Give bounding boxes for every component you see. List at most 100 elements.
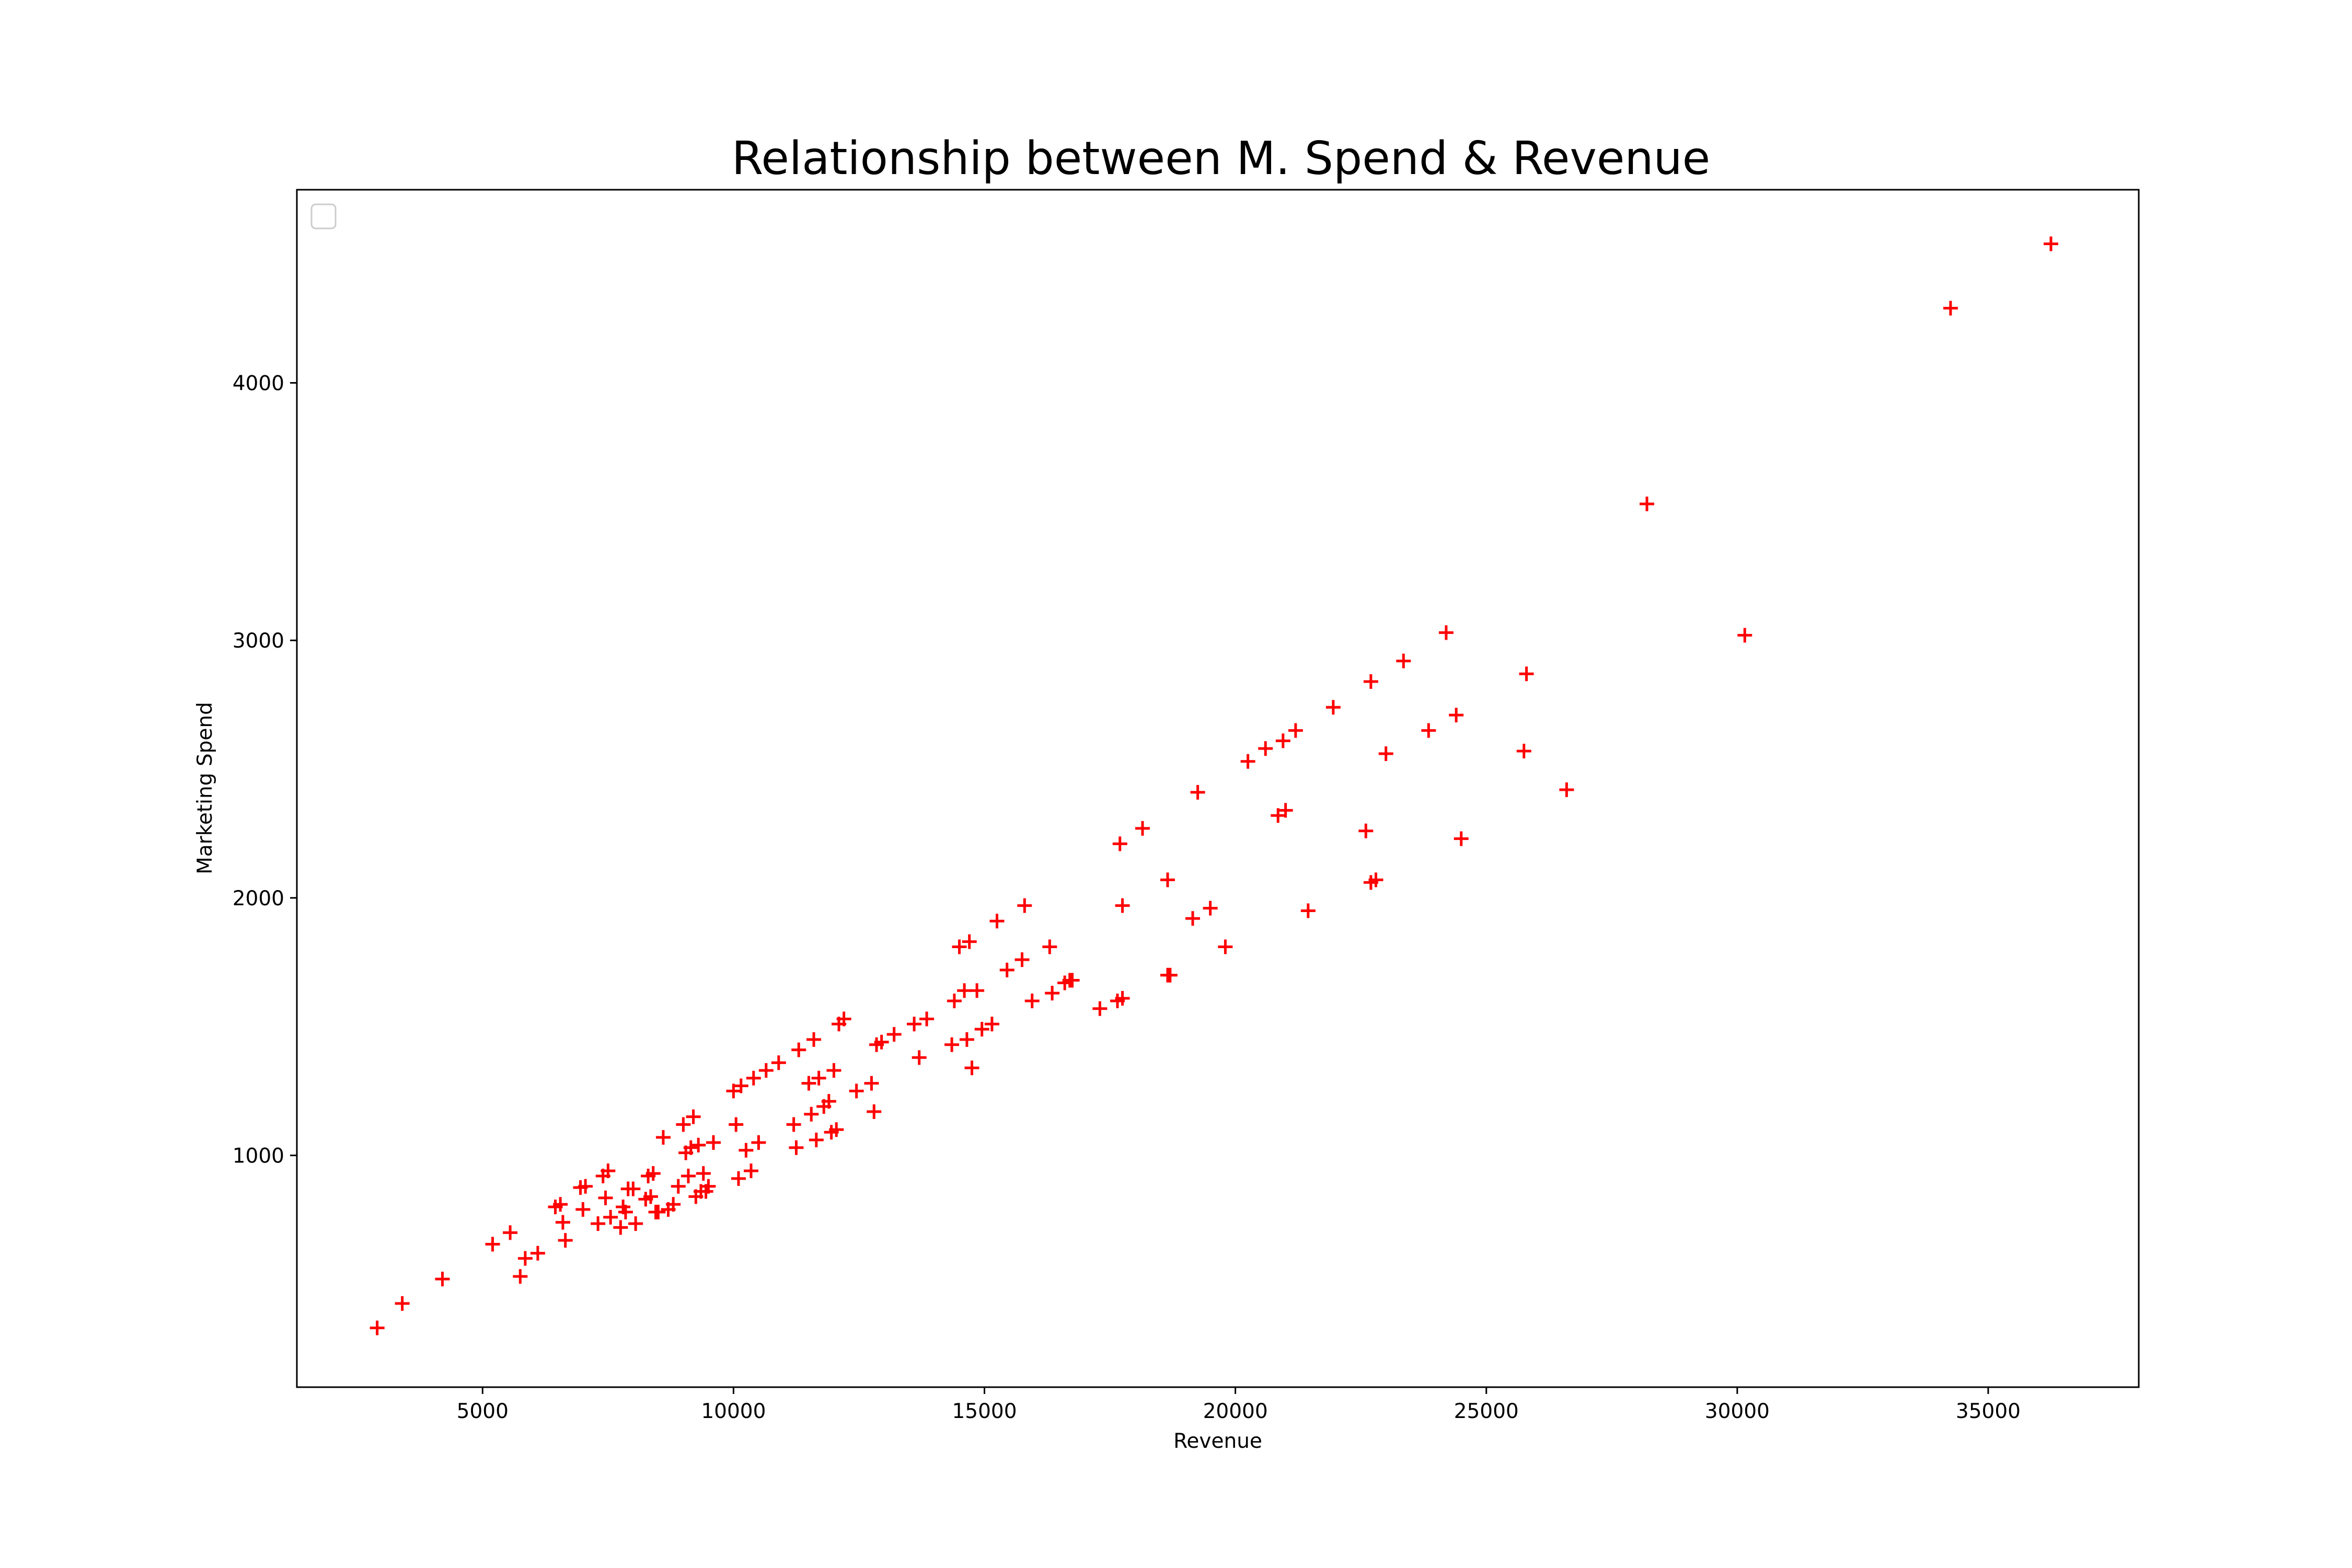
data-point [836,1011,851,1027]
data-point [1368,872,1383,887]
data-point [744,1163,758,1179]
data-point [786,1117,801,1132]
plot-area-frame [296,189,2140,1388]
data-point [826,1063,841,1078]
data-point [575,1202,591,1217]
data-point [1017,898,1032,913]
data-point [984,1017,999,1032]
y-tick-label: 2000 [233,887,284,910]
data-point [1258,741,1273,756]
x-tick-label: 15000 [952,1400,1017,1423]
y-tick-label: 3000 [233,629,284,653]
data-point [751,1135,766,1150]
data-point [1358,823,1374,838]
data-point [974,1022,989,1037]
data-point [628,1216,643,1231]
data-point [1516,744,1531,759]
data-point [952,939,967,954]
data-point [1943,301,1958,316]
data-point [435,1272,450,1287]
data-point [676,1117,691,1132]
data-point [1240,754,1255,769]
data-point [1092,1001,1108,1016]
data-point [789,1140,804,1155]
data-point [1737,628,1753,643]
data-point [681,1169,696,1183]
data-point [1288,723,1303,738]
data-point [1135,821,1150,836]
data-point [1454,831,1469,846]
data-point [598,1190,613,1205]
data-point [947,993,962,1008]
x-tick-label: 10000 [701,1400,766,1423]
data-point [962,934,977,949]
x-tick-label: 35000 [1956,1400,2021,1423]
data-point [1378,746,1393,761]
data-point [821,1094,836,1109]
data-point [1325,700,1341,715]
data-point [804,1106,819,1122]
data-point [809,1133,824,1148]
data-point [1185,911,1200,926]
data-point [970,983,985,998]
data-point [1115,898,1130,913]
data-point [1014,952,1030,967]
data-point [1396,653,1411,668]
data-point [912,1050,927,1065]
data-point [1045,986,1060,1001]
data-point [849,1083,864,1099]
data-point [1024,993,1040,1008]
data-point [806,1032,822,1047]
data-point [886,1027,902,1042]
data-point [2043,236,2058,251]
data-point [591,1216,606,1231]
data-point [485,1237,500,1252]
y-tick-label: 1000 [233,1145,284,1168]
data-point [739,1143,754,1158]
data-point [1438,625,1454,640]
x-axis-ticks: 5000 10000 15000 20000 25000 30000 35000 [457,1387,2021,1423]
data-point [701,1179,716,1194]
data-point [944,1037,960,1052]
data-point [671,1179,686,1194]
data-point [874,1034,889,1050]
data-point [959,1032,974,1047]
x-tick-label: 5000 [457,1400,509,1423]
data-point [1115,991,1130,1006]
data-point [558,1233,573,1248]
data-point [1160,872,1175,887]
data-point [907,1017,922,1032]
data-point [919,1011,935,1027]
data-point [395,1296,410,1311]
data-point [1271,808,1286,823]
data-point [957,983,972,998]
data-point [1042,939,1057,954]
points-layer [370,236,2058,1335]
data-point [746,1070,761,1086]
data-point [733,1078,748,1093]
data-point [1449,708,1464,723]
data-point [964,1060,979,1076]
data-point [706,1135,721,1150]
data-point [1639,497,1654,512]
data-point [683,1140,698,1155]
data-point [1203,901,1218,916]
data-point [686,1109,701,1124]
data-point [626,1181,641,1196]
data-point [517,1251,533,1266]
data-point [1218,939,1233,954]
data-point [555,1215,570,1230]
data-point [1363,674,1378,689]
data-point [578,1179,593,1194]
legend-box [310,203,337,229]
data-point [1190,785,1205,800]
x-axis-label: Revenue [1173,1429,1262,1453]
x-tick-label: 20000 [1203,1400,1268,1423]
data-point [666,1197,681,1212]
data-point [613,1220,628,1235]
data-point [791,1042,806,1057]
data-point [503,1225,518,1240]
x-tick-label: 25000 [1454,1400,1519,1423]
data-point [999,962,1014,977]
